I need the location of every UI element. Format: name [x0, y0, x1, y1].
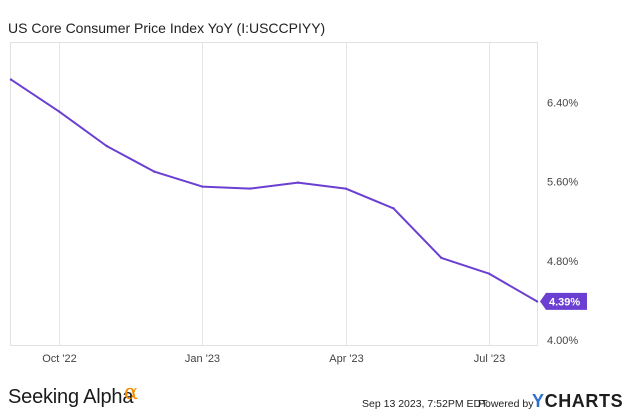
ycharts-logo-y: Y — [532, 391, 545, 411]
data-point — [344, 187, 347, 190]
ycharts-logo-text: CHARTS — [544, 391, 624, 411]
data-point — [9, 78, 13, 81]
data-point — [248, 187, 252, 190]
powered-by-label: Powered by — [478, 398, 534, 410]
x-tick-label: Oct '22 — [42, 353, 77, 365]
chart-area: Oct '22 Jan '23 Apr '23 Jul '23 6.40% 5.60% 4… — [9, 42, 587, 365]
x-tick-label: Jul '23 — [474, 353, 505, 365]
data-point — [392, 207, 395, 210]
y-tick-label: 6.40% — [547, 97, 578, 109]
y-tick-label: 4.80% — [547, 256, 578, 268]
plot-border — [10, 42, 538, 346]
series-line — [10, 78, 538, 303]
data-point — [57, 110, 61, 113]
data-point — [487, 272, 491, 275]
data-point — [201, 185, 204, 188]
x-tick-label: Apr '23 — [329, 353, 364, 365]
seeking-alpha-logo: Seeking Alpha α — [8, 380, 138, 409]
chart-title: US Core Consumer Price Index YoY (I:USCC… — [8, 20, 326, 36]
y-tick-label: 5.60% — [547, 177, 578, 189]
y-tick-label: 4.00% — [547, 335, 578, 347]
footer: Seeking Alpha α Sep 13 2023, 7:52PM EDT.… — [0, 380, 635, 417]
last-value-badge: 4.39% — [540, 292, 587, 310]
data-point — [296, 181, 300, 184]
x-tick-label: Jan '23 — [185, 353, 220, 365]
data-point — [440, 256, 443, 260]
last-value-label: 4.39% — [549, 296, 580, 308]
brand-name: Seeking Alpha — [8, 386, 134, 408]
data-point — [153, 170, 156, 173]
timestamp: Sep 13 2023, 7:52PM EDT. — [362, 398, 490, 410]
ycharts-logo: YCHARTS — [532, 391, 623, 412]
alpha-logo-mark: α — [124, 380, 138, 404]
data-point — [105, 144, 108, 148]
data-point — [535, 300, 539, 303]
